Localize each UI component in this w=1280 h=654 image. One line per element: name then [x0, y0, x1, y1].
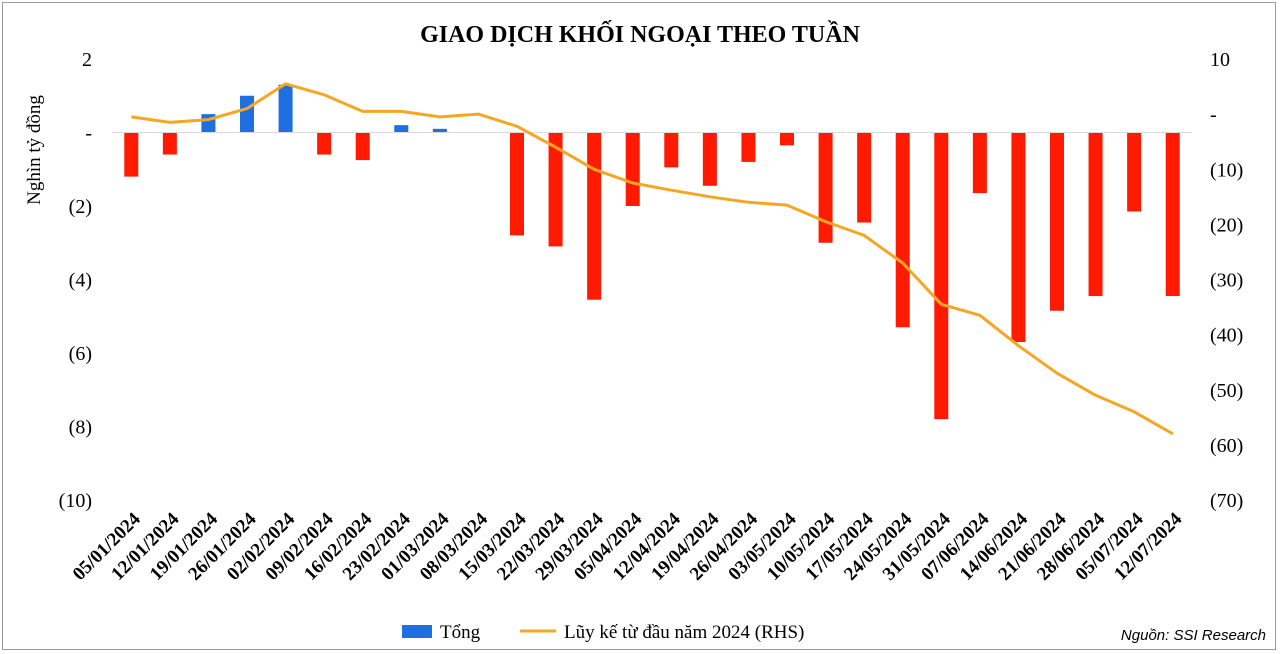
- bar-12/01/2024: [162, 132, 177, 155]
- bar-10/05/2024: [818, 132, 833, 243]
- bar-16/02/2024: [355, 132, 370, 161]
- y-axis-label: Nghìn tỷ đồng: [24, 95, 45, 205]
- right-tick-label: (70): [1210, 490, 1243, 512]
- bar-26/01/2024: [240, 95, 254, 133]
- bar-24/05/2024: [895, 132, 910, 328]
- bar-31/05/2024: [934, 132, 949, 420]
- left-tick-label: -: [85, 123, 92, 145]
- legend-label-cumulative: Lũy kế từ đầu năm 2024 (RHS): [564, 622, 804, 643]
- bar-29/03/2024: [587, 132, 602, 300]
- bar-05/04/2024: [625, 132, 640, 206]
- left-tick-label: (10): [59, 490, 92, 512]
- bar-26/04/2024: [741, 132, 756, 162]
- right-tick-label: 10: [1210, 49, 1230, 71]
- bar-23/02/2024: [394, 125, 409, 133]
- bar-03/05/2024: [780, 132, 794, 146]
- bar-28/06/2024: [1088, 132, 1103, 297]
- bar-02/02/2024: [278, 84, 293, 133]
- line-series-cumulative: [131, 82, 1174, 436]
- left-tick-label: (8): [69, 417, 92, 439]
- left-tick-label: (6): [69, 343, 92, 365]
- bar-09/02/2024: [317, 132, 332, 155]
- bar-19/04/2024: [702, 132, 717, 186]
- legend-swatch-tong: [402, 625, 432, 638]
- left-tick-label: (4): [69, 270, 92, 292]
- chart-title: GIAO DỊCH KHỐI NGOẠI THEO TUẦN: [420, 21, 861, 48]
- bar-05/01/2024: [124, 132, 139, 177]
- right-axis-ticks: 10 - (10) (20) (30) (40) (50) (60) (70): [1210, 49, 1243, 512]
- left-axis-ticks: 2 - (2) (4) (6) (8) (10): [59, 49, 92, 512]
- bar-01/03/2024: [432, 128, 447, 133]
- right-tick-label: (60): [1210, 435, 1243, 457]
- bar-14/06/2024: [1011, 132, 1026, 342]
- right-tick-label: (30): [1210, 270, 1243, 292]
- bar-17/05/2024: [857, 132, 872, 223]
- right-tick-label: (20): [1210, 214, 1243, 236]
- left-tick-label: (2): [69, 196, 92, 218]
- legend: Tổng Lũy kế từ đầu năm 2024 (RHS): [402, 622, 804, 643]
- right-tick-label: (40): [1210, 325, 1243, 347]
- source-note: Nguồn: SSI Research: [1121, 627, 1266, 644]
- bar-series-tong: [124, 84, 1180, 420]
- bar-12/04/2024: [664, 132, 679, 168]
- bar-05/07/2024: [1127, 132, 1142, 212]
- legend-label-tong: Tổng: [440, 622, 481, 643]
- right-tick-label: (10): [1210, 159, 1243, 181]
- bar-22/03/2024: [548, 132, 563, 247]
- bar-12/07/2024: [1165, 132, 1180, 297]
- right-tick-label: (50): [1210, 380, 1243, 402]
- left-tick-label: 2: [82, 49, 92, 71]
- bar-07/06/2024: [972, 132, 987, 194]
- bar-21/06/2024: [1050, 132, 1064, 311]
- right-tick-label: -: [1210, 104, 1217, 126]
- bar-15/03/2024: [510, 132, 524, 236]
- x-axis-labels: 05/01/202412/01/202419/01/202426/01/2024…: [69, 508, 1187, 584]
